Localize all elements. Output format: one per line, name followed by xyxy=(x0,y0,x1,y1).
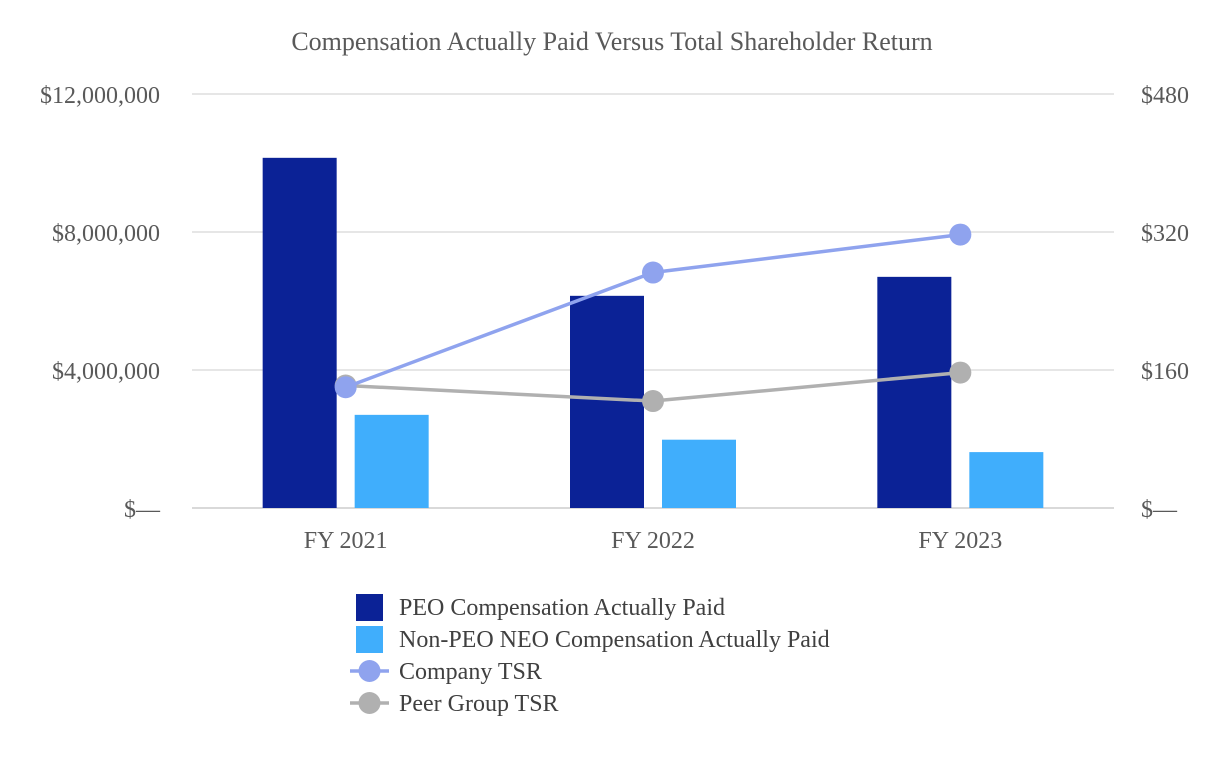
bar-non-peo-neo-compensation-actually-paid-fy-2021 xyxy=(354,414,429,508)
chart-title: Compensation Actually Paid Versus Total … xyxy=(291,27,932,56)
right-axis-tick-label: $— xyxy=(1141,497,1178,523)
legend-label: PEO Compensation Actually Paid xyxy=(399,595,725,621)
x-axis-tick-label: FY 2023 xyxy=(918,528,1002,554)
bar-peo-compensation-actually-paid-fy-2021 xyxy=(262,157,337,508)
bar-non-peo-neo-compensation-actually-paid-fy-2023 xyxy=(969,452,1044,508)
x-axis: FY 2021 FY 2022 FY 2023 xyxy=(304,528,1002,554)
point-company-tsr-fy-2022 xyxy=(642,261,664,284)
legend-marker xyxy=(358,692,381,714)
legend-item-company-tsr: Company TSR xyxy=(350,659,542,685)
left-axis-tick-label: $— xyxy=(124,497,161,523)
x-axis-tick-label: FY 2022 xyxy=(611,528,695,554)
point-peer-group-tsr-fy-2023 xyxy=(949,361,972,384)
right-axis-tick-label: $160 xyxy=(1141,359,1189,385)
right-axis-tick-label: $480 xyxy=(1141,83,1189,109)
left-axis-tick-label: $4,000,000 xyxy=(52,359,160,385)
bar-non-peo-neo-compensation-actually-paid-fy-2022 xyxy=(662,439,736,508)
legend-swatch xyxy=(356,594,383,621)
legend-label: Non-PEO NEO Compensation Actually Paid xyxy=(399,627,830,653)
legend-item-peer-group-tsr: Peer Group TSR xyxy=(350,691,559,717)
right-axis: $— $160 $320 $480 xyxy=(1141,83,1189,523)
point-company-tsr-fy-2021 xyxy=(334,376,357,399)
x-axis-tick-label: FY 2021 xyxy=(304,528,388,554)
right-axis-tick-label: $320 xyxy=(1141,221,1189,247)
legend-marker xyxy=(358,660,381,682)
point-company-tsr-fy-2023 xyxy=(949,223,972,246)
left-axis-tick-label: $8,000,000 xyxy=(52,221,160,247)
legend-item-non-peo-neo-compensation-actually-paid: Non-PEO NEO Compensation Actually Paid xyxy=(356,626,830,653)
point-peer-group-tsr-fy-2022 xyxy=(642,390,664,413)
legend-item-peo-compensation-actually-paid: PEO Compensation Actually Paid xyxy=(356,594,725,621)
legend-swatch xyxy=(356,626,383,653)
bar-peo-compensation-actually-paid-fy-2023 xyxy=(877,276,952,508)
bar-peo-compensation-actually-paid-fy-2022 xyxy=(570,295,644,508)
bars xyxy=(262,157,1044,508)
left-axis-tick-label: $12,000,000 xyxy=(40,83,160,109)
legend-label: Company TSR xyxy=(399,659,542,685)
left-axis: $— $4,000,000 $8,000,000 $12,000,000 xyxy=(40,83,161,523)
legend-label: Peer Group TSR xyxy=(399,691,559,717)
legend: PEO Compensation Actually Paid Non-PEO NE… xyxy=(350,594,830,717)
line-company-tsr xyxy=(345,232,961,389)
lines xyxy=(334,223,972,413)
